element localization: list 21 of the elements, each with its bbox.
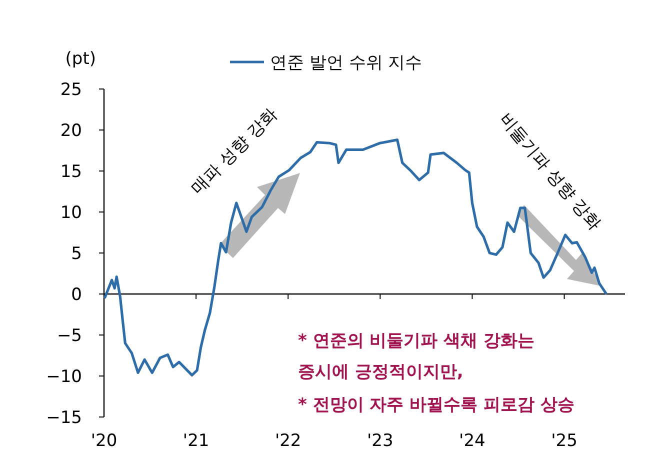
x-tick-label: '22 (274, 431, 302, 451)
y-tick-label: 10 (60, 203, 82, 223)
y-tick-label: 5 (71, 244, 82, 264)
annotation: * 연준의 비둘기파 색채 강화는 (298, 331, 535, 351)
annotation: * 전망이 자주 바뀔수록 피로감 상승 (298, 395, 574, 415)
annotation: 매파 성향 강화 (188, 104, 282, 198)
y-tick-label: −5 (56, 326, 82, 346)
y-tick-label: 0 (71, 285, 82, 305)
y-axis-title: (pt) (65, 49, 96, 69)
x-tick-label: '24 (459, 431, 486, 451)
y-tick-label: 20 (60, 121, 82, 141)
x-tick-label: '21 (182, 431, 210, 451)
x-tick-label: '25 (551, 431, 578, 451)
y-tick-label: 25 (60, 80, 82, 100)
y-tick-label: −15 (46, 408, 82, 428)
y-tick-label: −10 (46, 367, 82, 387)
x-tick-label: '23 (367, 431, 394, 451)
annotation: 증시에 긍정적이지만, (298, 362, 464, 382)
legend-label: 연준 발언 수위 지수 (270, 53, 422, 73)
x-tick-label: '20 (90, 431, 118, 451)
y-tick-label: 15 (60, 162, 82, 182)
